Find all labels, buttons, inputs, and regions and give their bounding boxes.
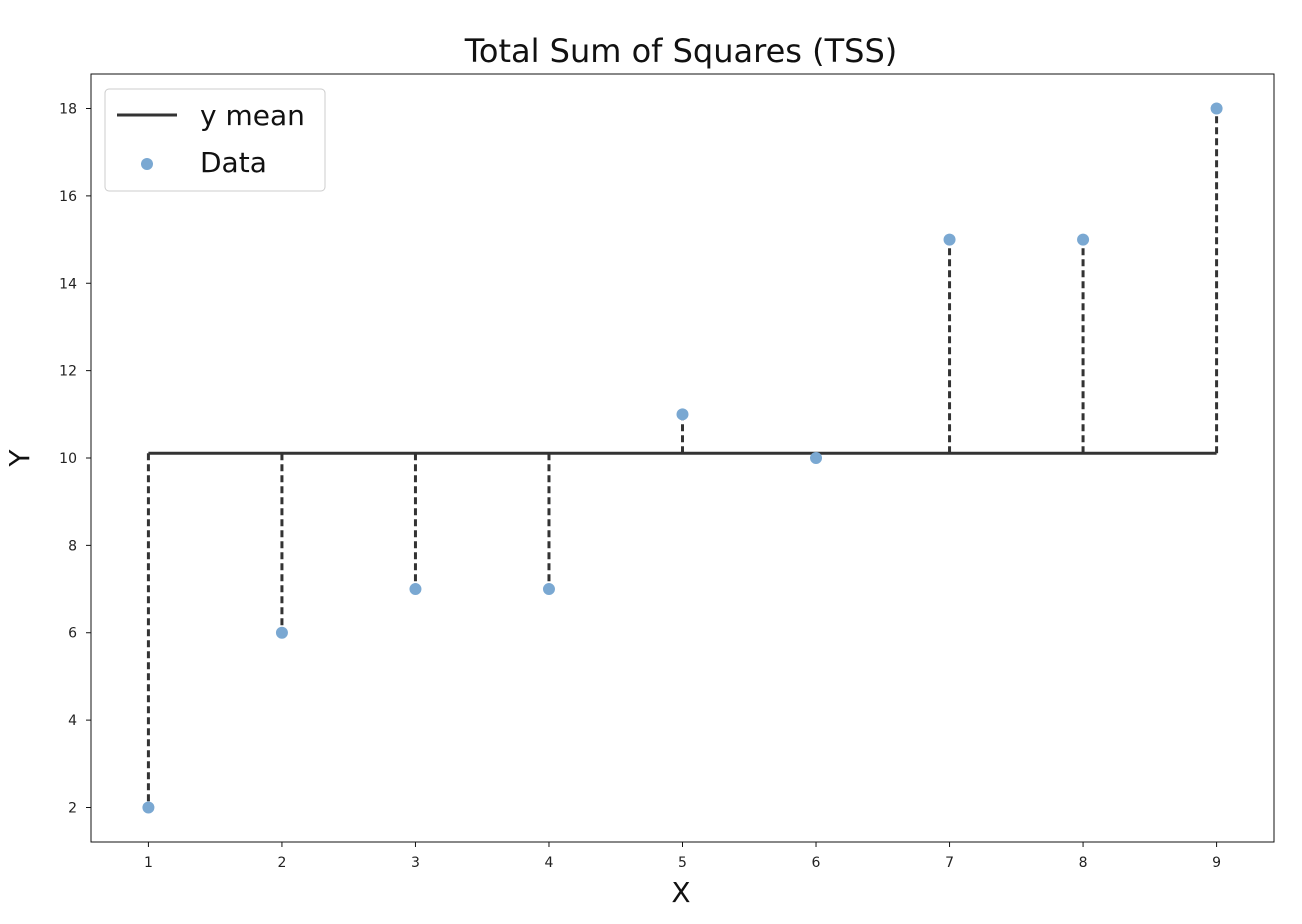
y-tick-label: 14 bbox=[59, 276, 77, 292]
data-point bbox=[1077, 233, 1090, 246]
data-point bbox=[275, 626, 288, 639]
y-tick-label: 4 bbox=[68, 713, 77, 729]
y-tick-label: 8 bbox=[68, 538, 77, 554]
x-tick-label: 2 bbox=[277, 855, 286, 871]
y-tick-label: 10 bbox=[59, 451, 77, 467]
data-point bbox=[542, 583, 555, 596]
data-point bbox=[142, 801, 155, 814]
x-axis-label: X bbox=[671, 876, 690, 909]
y-tick-label: 2 bbox=[68, 800, 77, 816]
y-tick-label: 18 bbox=[59, 102, 77, 118]
legend-label-data: Data bbox=[200, 146, 267, 179]
legend-label-y-mean: y mean bbox=[200, 99, 305, 132]
data-point bbox=[943, 233, 956, 246]
legend: y mean Data bbox=[104, 88, 326, 192]
x-tick-label: 8 bbox=[1079, 855, 1088, 871]
plot-area bbox=[142, 102, 1223, 814]
x-tick-label: 7 bbox=[945, 855, 954, 871]
x-tick-label: 5 bbox=[678, 855, 687, 871]
y-tick-label: 12 bbox=[59, 364, 77, 380]
chart-title: Total Sum of Squares (TSS) bbox=[464, 32, 898, 70]
x-tick-label: 6 bbox=[812, 855, 821, 871]
data-point bbox=[409, 583, 422, 596]
x-tick-label: 4 bbox=[545, 855, 554, 871]
data-point bbox=[1210, 102, 1223, 115]
x-axis-ticks: 1 2 3 4 5 6 7 8 9 bbox=[144, 842, 1221, 871]
x-tick-label: 1 bbox=[144, 855, 153, 871]
data-point bbox=[810, 452, 823, 464]
data-point bbox=[676, 408, 689, 421]
y-tick-label: 6 bbox=[68, 626, 77, 642]
x-tick-label: 3 bbox=[411, 855, 420, 871]
y-axis-label: Y bbox=[3, 449, 36, 468]
y-tick-label: 16 bbox=[59, 189, 77, 205]
x-tick-label: 9 bbox=[1212, 855, 1221, 871]
legend-point-marker bbox=[141, 158, 153, 170]
y-axis-ticks: 2 4 6 8 10 12 14 16 18 bbox=[59, 102, 91, 816]
